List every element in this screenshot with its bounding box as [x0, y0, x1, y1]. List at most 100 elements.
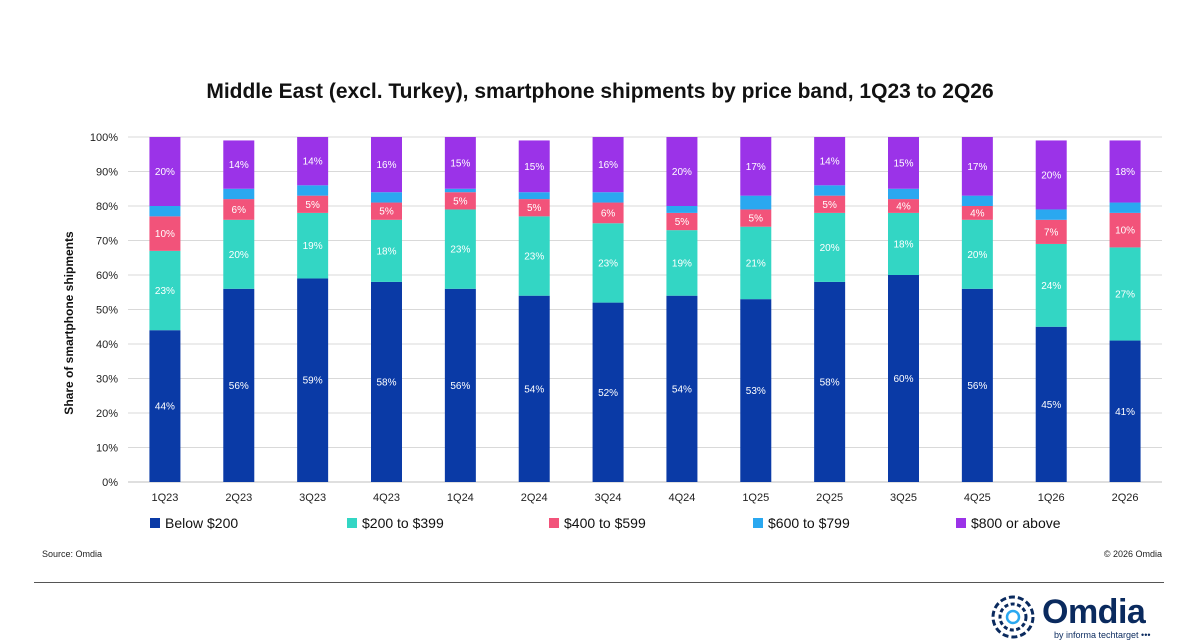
x-tick-label: 2Q26 — [1112, 492, 1139, 504]
data-label: 60% — [893, 374, 913, 385]
bar-segment — [814, 185, 846, 196]
bar-segment — [1035, 219, 1067, 244]
bar-segment — [223, 288, 255, 482]
data-label: 58% — [376, 377, 396, 388]
data-label: 5% — [453, 196, 468, 207]
x-tick-label: 1Q25 — [742, 492, 769, 504]
data-label: 18% — [376, 246, 396, 257]
data-label: 17% — [967, 162, 987, 173]
chart-title: Middle East (excl. Turkey), smartphone s… — [206, 80, 994, 103]
x-tick-label: 3Q25 — [890, 492, 917, 504]
bar-segment — [371, 202, 402, 220]
source-note: Source: Omdia — [42, 549, 103, 559]
legend-swatch — [150, 518, 160, 528]
bar-segment — [592, 302, 624, 482]
legend-item: Below $200 — [150, 515, 238, 531]
y-axis-label: Share of smartphone shipments — [62, 231, 76, 415]
bar-segment — [592, 223, 624, 303]
data-label: 41% — [1115, 407, 1135, 418]
legend-label: $200 to $399 — [362, 515, 444, 531]
y-tick-label: 30% — [96, 374, 118, 386]
bar-segment — [297, 195, 329, 213]
bar-segment — [740, 137, 772, 196]
data-label: 5% — [379, 207, 394, 218]
legend-swatch — [347, 518, 357, 528]
bar-segment — [961, 219, 993, 289]
data-label: 4% — [896, 202, 911, 213]
bar-segment — [1035, 243, 1067, 327]
data-label: 5% — [305, 200, 320, 211]
bar-segment — [223, 140, 255, 189]
data-label: 5% — [822, 200, 837, 211]
data-label: 5% — [675, 217, 690, 228]
bar-segment — [149, 137, 181, 206]
legend-swatch — [549, 518, 559, 528]
bar-segment — [297, 137, 329, 186]
data-label: 52% — [598, 388, 618, 399]
legend-swatch — [753, 518, 763, 528]
data-label: 10% — [155, 229, 175, 240]
bar-segment — [666, 206, 698, 213]
y-tick-label: 0% — [102, 477, 118, 489]
bar-segment — [518, 140, 550, 193]
bar-segment — [814, 212, 846, 282]
bar-segment — [961, 137, 993, 196]
bar-segment — [666, 295, 698, 482]
omdia-circle-logo-icon — [991, 595, 1035, 639]
data-label: 4% — [970, 208, 985, 219]
data-label: 18% — [1115, 167, 1135, 178]
data-label: 14% — [229, 160, 249, 171]
legend-label: $400 to $599 — [564, 515, 646, 531]
data-label: 20% — [820, 243, 840, 254]
data-label: 6% — [601, 208, 616, 219]
data-label: 58% — [820, 377, 840, 388]
bar-segment — [223, 188, 255, 200]
x-tick-label: 4Q24 — [668, 492, 695, 504]
legend-item: $600 to $799 — [753, 515, 850, 531]
y-tick-label: 10% — [96, 443, 118, 455]
data-label: 20% — [1041, 170, 1061, 181]
data-label: 5% — [749, 214, 764, 225]
x-tick-label: 2Q25 — [816, 492, 843, 504]
x-tick-label: 1Q24 — [447, 492, 474, 504]
data-label: 15% — [524, 162, 544, 173]
bar-segment — [297, 212, 329, 279]
legend-label: $600 to $799 — [768, 515, 850, 531]
x-tick-label: 3Q24 — [595, 492, 622, 504]
bar-segment — [666, 212, 698, 231]
bar-segment — [518, 199, 550, 217]
bar-segment — [961, 288, 993, 482]
data-label: 7% — [1044, 227, 1059, 238]
bar-segment — [1109, 340, 1141, 482]
data-label: 6% — [232, 205, 247, 216]
copyright-note: © 2026 Omdia — [1103, 549, 1162, 559]
x-tick-label: 1Q26 — [1038, 492, 1065, 504]
bar-segment — [444, 288, 476, 482]
data-label: 20% — [967, 250, 987, 261]
bar-segment — [1109, 212, 1141, 248]
data-label: 15% — [450, 158, 470, 169]
y-tick-label: 70% — [96, 236, 118, 248]
data-label: 27% — [1115, 289, 1135, 300]
bar-segment — [149, 250, 181, 331]
legend-label: Below $200 — [165, 515, 239, 531]
data-label: 56% — [229, 381, 249, 392]
bar-segment — [444, 137, 476, 189]
legend: Below $200 $200 to $399 $400 to $599 $600 t… — [150, 515, 1150, 533]
data-label: 5% — [527, 203, 542, 214]
data-label: 16% — [376, 160, 396, 171]
data-label: 18% — [893, 239, 913, 250]
data-label: 54% — [524, 384, 544, 395]
x-tick-label: 4Q25 — [964, 492, 991, 504]
bar-segment — [518, 192, 550, 200]
bar-segment — [888, 188, 919, 200]
data-label: 24% — [1041, 281, 1061, 292]
omdia-logo: Omdia by informa techtarget ••• — [990, 592, 1170, 640]
bar-segment — [888, 199, 919, 213]
bar-segment — [518, 216, 550, 296]
bar-segment — [1109, 140, 1141, 203]
data-label: 56% — [967, 381, 987, 392]
legend-item: $200 to $399 — [347, 515, 444, 531]
bar-segment — [149, 330, 181, 482]
